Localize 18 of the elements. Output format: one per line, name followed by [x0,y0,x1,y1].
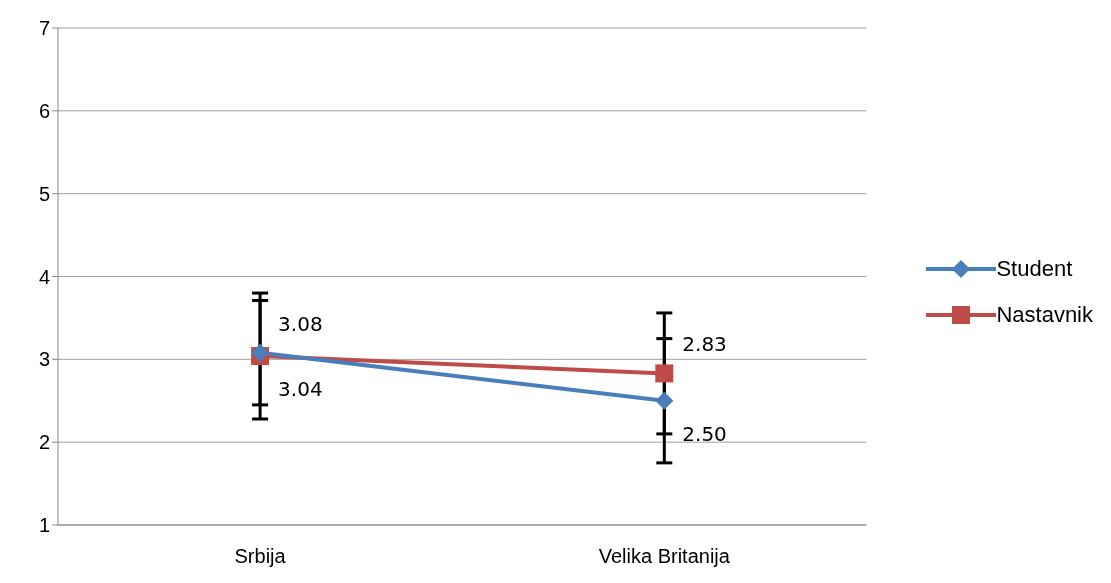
y-tick-label: 4 [38,265,50,288]
point [655,364,674,383]
legend-label: Student [996,255,1073,282]
y-tick-label: 3 [38,348,50,371]
data-label: 3.08 [278,311,323,336]
data-label: 3.04 [278,377,323,402]
point [655,391,674,410]
y-tick-label: 7 [38,17,50,40]
y-tick-label: 1 [38,514,50,537]
legend-label: Nastavnik [996,301,1093,328]
y-tick-label: 6 [38,99,50,122]
data-label: 2.83 [682,332,727,357]
y-tick-label: 5 [38,182,50,205]
x-tick-label: Velika Britanija [598,545,731,568]
point [251,343,270,362]
x-tick-label: Srbija [234,545,287,568]
data-label: 2.50 [682,421,727,446]
y-tick-label: 2 [38,431,50,454]
